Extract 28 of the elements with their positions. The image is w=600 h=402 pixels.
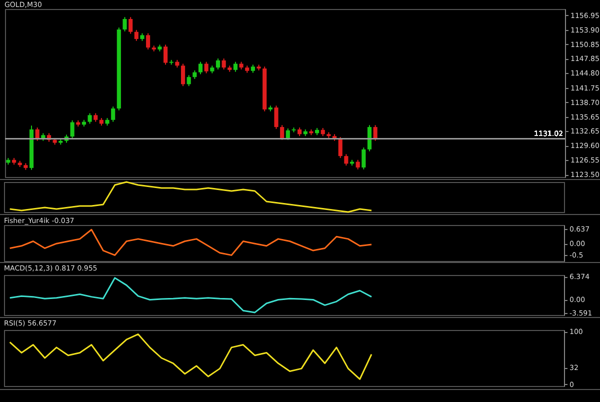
line-series	[9, 277, 372, 314]
candlestick	[88, 112, 92, 124]
candlestick	[128, 16, 133, 34]
line-series	[9, 228, 372, 256]
candlestick	[362, 146, 366, 170]
candlestick	[180, 63, 186, 87]
candlestick	[134, 29, 138, 42]
candlestick	[204, 61, 208, 74]
candlestick	[222, 58, 226, 70]
line-series	[9, 333, 372, 380]
candlestick	[198, 61, 203, 75]
candlestick	[233, 61, 238, 72]
candlestick	[35, 127, 40, 142]
candlestick	[373, 124, 378, 142]
candlestick	[111, 106, 116, 122]
candlestick	[274, 105, 278, 130]
candlestick	[280, 124, 284, 140]
candlestick	[146, 32, 150, 50]
candlestick	[122, 16, 127, 32]
candlestick	[70, 120, 74, 139]
candlestick	[338, 136, 342, 158]
candlestick	[216, 58, 220, 70]
candlestick	[186, 74, 191, 87]
candlestick	[356, 159, 360, 170]
candlestick	[344, 154, 348, 166]
candlestick	[164, 44, 168, 66]
candlestick	[286, 128, 290, 140]
candlestick	[367, 124, 372, 152]
